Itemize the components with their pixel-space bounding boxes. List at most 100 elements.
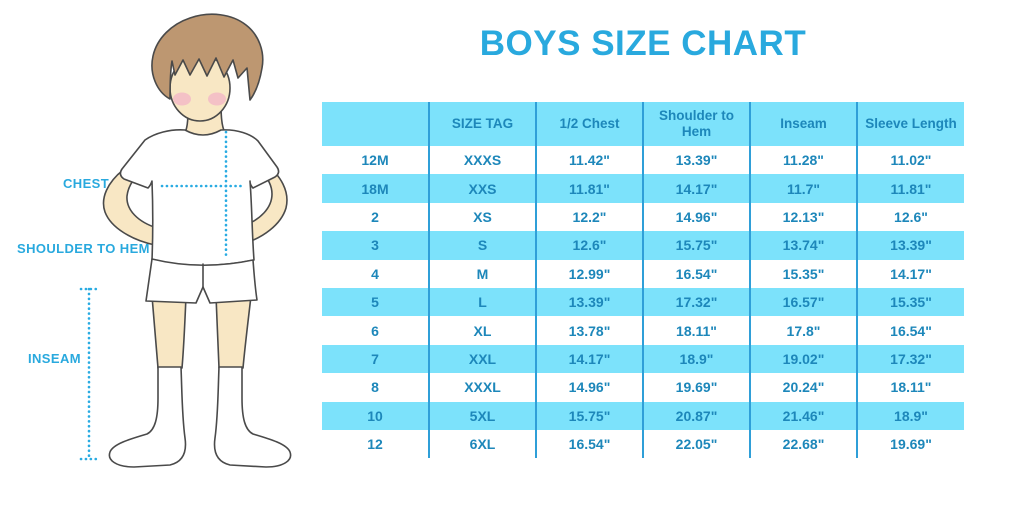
- table-cell-inseam: 11.7": [749, 174, 857, 203]
- shorts: [145, 258, 258, 304]
- table-cell-inseam: 21.46": [749, 401, 857, 430]
- column-header-shoulder-to-hem: Shoulder to Hem: [642, 102, 750, 146]
- table-row: 8 XXXL 14.96" 19.69" 20.24" 18.11": [322, 373, 964, 402]
- table-body: 12M XXXS 11.42" 13.39" 11.28" 11.02" 18M XXS 11.…: [322, 146, 964, 459]
- boy-illustration: CHEST SHOULDER TO HEM INSEAM: [0, 0, 320, 512]
- table-row: 2 XS 12.2" 14.96" 12.13" 12.6": [322, 202, 964, 232]
- size-table-container: SIZE TAG 1/2 Chest Shoulder to Hem Insea…: [322, 102, 964, 459]
- table-cell-chest: 11.42": [535, 146, 643, 175]
- table-cell-shoulder-to-hem: 19.69": [642, 373, 750, 402]
- table-cell-sleeve: 16.54": [856, 316, 964, 345]
- table-cell-shoulder-to-hem: 18.9": [642, 344, 750, 374]
- table-cell-tag: XXS: [428, 174, 536, 203]
- table-cell-inseam: 17.8": [749, 316, 857, 345]
- table-cell-tag: M: [428, 259, 536, 288]
- table-cell-shoulder-to-hem: 17.32": [642, 287, 750, 317]
- column-header-age: [322, 102, 429, 146]
- table-cell-shoulder-to-hem: 15.75": [642, 231, 750, 260]
- table-cell-chest: 13.78": [535, 316, 643, 345]
- table-cell-shoulder-to-hem: 14.17": [642, 174, 750, 203]
- table-cell-inseam: 19.02": [749, 344, 857, 374]
- hair: [151, 13, 264, 101]
- table-cell-inseam: 12.13": [749, 202, 857, 232]
- table-cell-shoulder-to-hem: 18.11": [642, 316, 750, 345]
- left-sock: [108, 366, 187, 468]
- inseam-label: INSEAM: [28, 351, 81, 366]
- table-cell-chest: 14.17": [535, 344, 643, 374]
- table-cell-age: 6: [322, 316, 429, 345]
- table-cell-chest: 12.99": [535, 259, 643, 288]
- table-cell-inseam: 11.28": [749, 146, 857, 175]
- table-cell-age: 12M: [322, 146, 429, 175]
- table-cell-tag: XS: [428, 202, 536, 232]
- table-cell-sleeve: 17.32": [856, 344, 964, 374]
- right-leg: [215, 295, 252, 369]
- table-cell-chest: 12.2": [535, 202, 643, 232]
- right-sock: [213, 366, 292, 468]
- table-cell-age: 4: [322, 259, 429, 288]
- table-cell-age: 18M: [322, 174, 429, 203]
- table-cell-shoulder-to-hem: 22.05": [642, 429, 750, 459]
- table-cell-chest: 14.96": [535, 373, 643, 402]
- table-cell-chest: 11.81": [535, 174, 643, 203]
- table-cell-sleeve: 18.11": [856, 373, 964, 402]
- table-cell-sleeve: 15.35": [856, 287, 964, 317]
- table-cell-chest: 16.54": [535, 429, 643, 459]
- left-blush: [173, 92, 191, 106]
- table-cell-shoulder-to-hem: 14.96": [642, 202, 750, 232]
- table-cell-sleeve: 13.39": [856, 231, 964, 260]
- table-cell-age: 12: [322, 429, 429, 459]
- table-row: 10 5XL 15.75" 20.87" 21.46" 18.9": [322, 401, 964, 430]
- size-table: SIZE TAG 1/2 Chest Shoulder to Hem Insea…: [322, 102, 964, 459]
- boy-illustration-svg: [79, 13, 292, 468]
- table-row: 5 L 13.39" 17.32" 16.57" 15.35": [322, 287, 964, 317]
- column-header-inseam: Inseam: [749, 102, 857, 146]
- table-cell-chest: 15.75": [535, 401, 643, 430]
- table-header: SIZE TAG 1/2 Chest Shoulder to Hem Insea…: [322, 102, 964, 146]
- table-cell-sleeve: 19.69": [856, 429, 964, 459]
- table-cell-tag: 6XL: [428, 429, 536, 459]
- table-cell-shoulder-to-hem: 16.54": [642, 259, 750, 288]
- table-cell-shoulder-to-hem: 13.39": [642, 146, 750, 175]
- header-row: SIZE TAG 1/2 Chest Shoulder to Hem Insea…: [322, 102, 964, 146]
- table-cell-age: 7: [322, 344, 429, 374]
- table-cell-inseam: 15.35": [749, 259, 857, 288]
- page-title: BOYS SIZE CHART: [479, 24, 807, 63]
- chest-label: CHEST: [63, 176, 110, 191]
- table-cell-age: 8: [322, 373, 429, 402]
- table-cell-sleeve: 18.9": [856, 401, 964, 430]
- table-row: 12M XXXS 11.42" 13.39" 11.28" 11.02": [322, 146, 964, 175]
- table-cell-age: 3: [322, 231, 429, 260]
- table-cell-tag: 5XL: [428, 401, 536, 430]
- table-cell-age: 5: [322, 287, 429, 317]
- table-cell-tag: XXXS: [428, 146, 536, 175]
- table-cell-sleeve: 11.81": [856, 174, 964, 203]
- column-header-sleeve-length: Sleeve Length: [856, 102, 964, 146]
- table-cell-tag: S: [428, 231, 536, 260]
- column-header-size-tag: SIZE TAG: [428, 102, 536, 146]
- table-row: 12 6XL 16.54" 22.05" 22.68" 19.69": [322, 429, 964, 459]
- table-row: 7 XXL 14.17" 18.9" 19.02" 17.32": [322, 344, 964, 374]
- table-row: 18M XXS 11.81" 14.17" 11.7" 11.81": [322, 174, 964, 203]
- table-cell-sleeve: 11.02": [856, 146, 964, 175]
- table-row: 3 S 12.6" 15.75" 13.74" 13.39": [322, 231, 964, 260]
- table-cell-shoulder-to-hem: 20.87": [642, 401, 750, 430]
- column-header-half-chest: 1/2 Chest: [535, 102, 643, 146]
- table-cell-age: 10: [322, 401, 429, 430]
- table-cell-chest: 13.39": [535, 287, 643, 317]
- table-cell-tag: L: [428, 287, 536, 317]
- table-cell-tag: XXXL: [428, 373, 536, 402]
- left-leg: [151, 295, 187, 369]
- table-row: 6 XL 13.78" 18.11" 17.8" 16.54": [322, 316, 964, 345]
- table-cell-chest: 12.6": [535, 231, 643, 260]
- table-cell-sleeve: 14.17": [856, 259, 964, 288]
- table-cell-inseam: 16.57": [749, 287, 857, 317]
- shoulder-to-hem-label: SHOULDER TO HEM: [17, 241, 150, 256]
- table-cell-tag: XL: [428, 316, 536, 345]
- table-cell-sleeve: 12.6": [856, 202, 964, 232]
- table-cell-inseam: 13.74": [749, 231, 857, 260]
- table-cell-inseam: 22.68": [749, 429, 857, 459]
- table-row: 4 M 12.99" 16.54" 15.35" 14.17": [322, 259, 964, 288]
- table-cell-age: 2: [322, 202, 429, 232]
